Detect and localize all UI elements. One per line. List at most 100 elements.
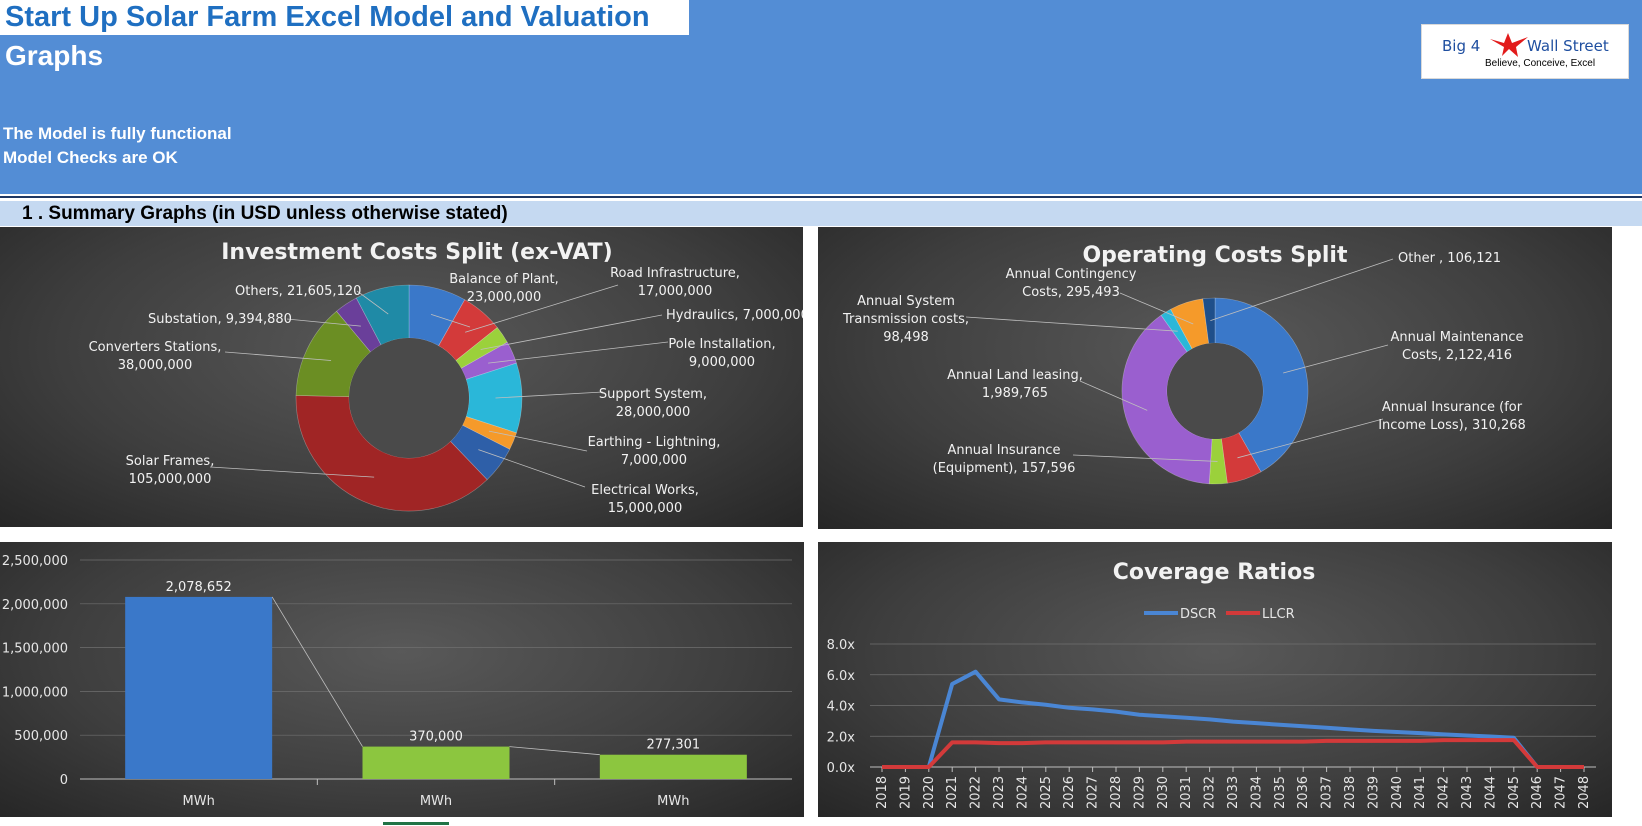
page-subtitle: Graphs <box>5 40 104 71</box>
opex-label-other: Other , 106,121 <box>1398 251 1501 266</box>
coverage-xtick-label: 2020 <box>922 776 937 809</box>
opex-leader-line <box>965 316 1178 332</box>
bar-value-label: 2,078,652 <box>166 580 232 595</box>
invest-label-converters-stations: Converters Stations, 38,000,000 <box>89 340 222 373</box>
coverage-ytick-label: 8.0x <box>827 638 856 653</box>
coverage-xtick-label: 2040 <box>1390 776 1405 809</box>
coverage-legend-label: DSCR <box>1180 607 1216 622</box>
invest-label-hydraulics: Hydraulics, 7,000,000 <box>666 308 803 323</box>
energy-bar-chart[interactable]: 0 500,000 1,000,000 1,500,000 2,000,000 2,500… <box>0 542 804 817</box>
bar-1 <box>125 596 273 779</box>
logo-text-left: Big 4 <box>1442 37 1481 55</box>
coverage-ytick-label: 0.0x <box>827 761 856 776</box>
opex-leader-line <box>1283 344 1389 374</box>
coverage-xtick-label: 2034 <box>1249 776 1264 809</box>
opex-leader-line <box>1119 292 1194 325</box>
coverage-xtick-label: 2046 <box>1530 776 1545 809</box>
invest-label-road-infrastructure: Road Infrastructure, 17,000,000 <box>610 266 740 299</box>
invest-donut-hole <box>349 338 469 458</box>
opex-leader-line <box>1079 380 1148 411</box>
bar-value-label: 370,000 <box>409 730 463 745</box>
invest-label-balance-of-plant: Balance of Plant, 23,000,000 <box>449 272 559 305</box>
invest-leader-line <box>465 284 619 333</box>
coverage-xtick-label: 2024 <box>1015 776 1030 809</box>
coverage-ytick-label: 4.0x <box>827 700 856 715</box>
investment-costs-chart[interactable]: Investment Costs Split (ex-VAT) Balance … <box>0 227 803 527</box>
coverage-xtick-label: 2038 <box>1343 776 1358 809</box>
bar-ytick-label: 2,000,000 <box>2 598 68 613</box>
bar-3 <box>599 754 747 779</box>
coverage-xtick-label: 2027 <box>1086 776 1101 809</box>
operating-costs-chart[interactable]: Operating Costs Split Annual Maintenance… <box>818 227 1612 529</box>
opex-label-annual-system-transmission-costs: Annual System Transmission costs, 98,498 <box>842 294 969 345</box>
coverage-xtick-label: 2030 <box>1156 776 1171 809</box>
invest-leader-line <box>209 466 375 478</box>
coverage-ratios-svg: Coverage Ratios DSCR LLCR 0.0x 2.0x 4.0x 6.0… <box>827 560 1596 809</box>
coverage-chart-title: Coverage Ratios <box>1113 560 1316 585</box>
status-functional: The Model is fully functional <box>3 124 232 143</box>
bar-value-label: 277,301 <box>646 738 700 753</box>
invest-label-electrical-works: Electrical Works, 15,000,000 <box>591 483 699 516</box>
invest-leader-line <box>478 449 586 488</box>
energy-bar-svg: 0 500,000 1,000,000 1,500,000 2,000,000 2,500… <box>2 554 792 809</box>
coverage-xtick-label: 2023 <box>992 776 1007 809</box>
invest-leader-line <box>224 351 332 361</box>
coverage-ratios-chart[interactable]: Coverage Ratios DSCR LLCR 0.0x 2.0x 4.0x 6.0… <box>818 542 1612 817</box>
opex-label-annual-contingency-costs: Annual Contingency Costs, 295,493 <box>1006 267 1137 300</box>
invest-leader-line <box>480 314 663 350</box>
invest-label-solar-frames: Solar Frames, 105,000,000 <box>126 454 215 487</box>
coverage-xtick-label: 2043 <box>1460 776 1475 809</box>
bar-category-label: MWh <box>657 794 689 809</box>
page-title: Start Up Solar Farm Excel Model and Valu… <box>5 1 650 33</box>
bar-series-line <box>509 746 600 756</box>
opex-leader-line <box>1237 418 1384 459</box>
coverage-xtick-label: 2025 <box>1039 776 1054 809</box>
coverage-xtick-label: 2029 <box>1132 776 1147 809</box>
opex-donut-hole <box>1167 343 1263 439</box>
sheet-tab-marker <box>383 822 449 825</box>
operating-chart-title: Operating Costs Split <box>1082 243 1347 268</box>
coverage-xtick-label: 2026 <box>1062 776 1077 809</box>
invest-label-pole-installation: Pole Installation, 9,000,000 <box>668 337 775 370</box>
coverage-xtick-label: 2032 <box>1203 776 1218 809</box>
invest-leader-line <box>488 430 588 452</box>
coverage-xtick-label: 2041 <box>1413 776 1428 809</box>
coverage-xtick-label: 2045 <box>1507 776 1522 809</box>
bar-category-label: MWh <box>183 794 215 809</box>
coverage-xtick-label: 2035 <box>1273 776 1288 809</box>
invest-label-others: Others, 21,605,120 <box>235 284 361 299</box>
bar-ytick-label: 1,000,000 <box>2 685 68 700</box>
invest-label-substation: Substation, 9,394,880 <box>148 312 292 327</box>
coverage-xtick-label: 2028 <box>1109 776 1124 809</box>
coverage-xtick-label: 2048 <box>1577 776 1592 809</box>
bar-category-label: MWh <box>420 794 452 809</box>
coverage-line-llcr <box>882 738 1584 769</box>
coverage-xtick-label: 2018 <box>875 776 890 809</box>
coverage-legend-label: LLCR <box>1262 607 1295 622</box>
header-divider <box>0 196 1642 198</box>
coverage-line-dscr <box>882 669 1584 769</box>
coverage-xtick-label: 2036 <box>1296 776 1311 809</box>
bar-ytick-label: 0 <box>60 773 68 788</box>
bar-ytick-label: 2,500,000 <box>2 554 68 569</box>
bar-ytick-label: 1,500,000 <box>2 642 68 657</box>
invest-leader-line <box>495 391 604 399</box>
opex-label-annual-insurance-equipment: Annual Insurance (Equipment), 157,596 <box>933 443 1076 476</box>
eagle-icon <box>1490 33 1528 57</box>
section-header: 1 . Summary Graphs (in USD unless otherw… <box>0 201 1642 226</box>
investment-chart-title: Investment Costs Split (ex-VAT) <box>221 240 613 265</box>
coverage-ytick-label: 6.0x <box>827 669 856 684</box>
bar-ytick-label: 500,000 <box>14 729 68 744</box>
bar-2 <box>362 746 510 779</box>
coverage-xtick-label: 2021 <box>945 776 960 809</box>
invest-leader-line <box>286 318 361 327</box>
coverage-xtick-label: 2037 <box>1320 776 1335 809</box>
section-title: 1 . Summary Graphs (in USD unless otherw… <box>22 203 508 224</box>
coverage-xtick-label: 2019 <box>898 776 913 809</box>
invest-leader-line <box>430 313 471 328</box>
logo-text-right: Wall Street <box>1527 37 1609 55</box>
bar-series-line <box>271 596 363 747</box>
coverage-xtick-label: 2039 <box>1366 776 1381 809</box>
coverage-xtick-label: 2031 <box>1179 776 1194 809</box>
